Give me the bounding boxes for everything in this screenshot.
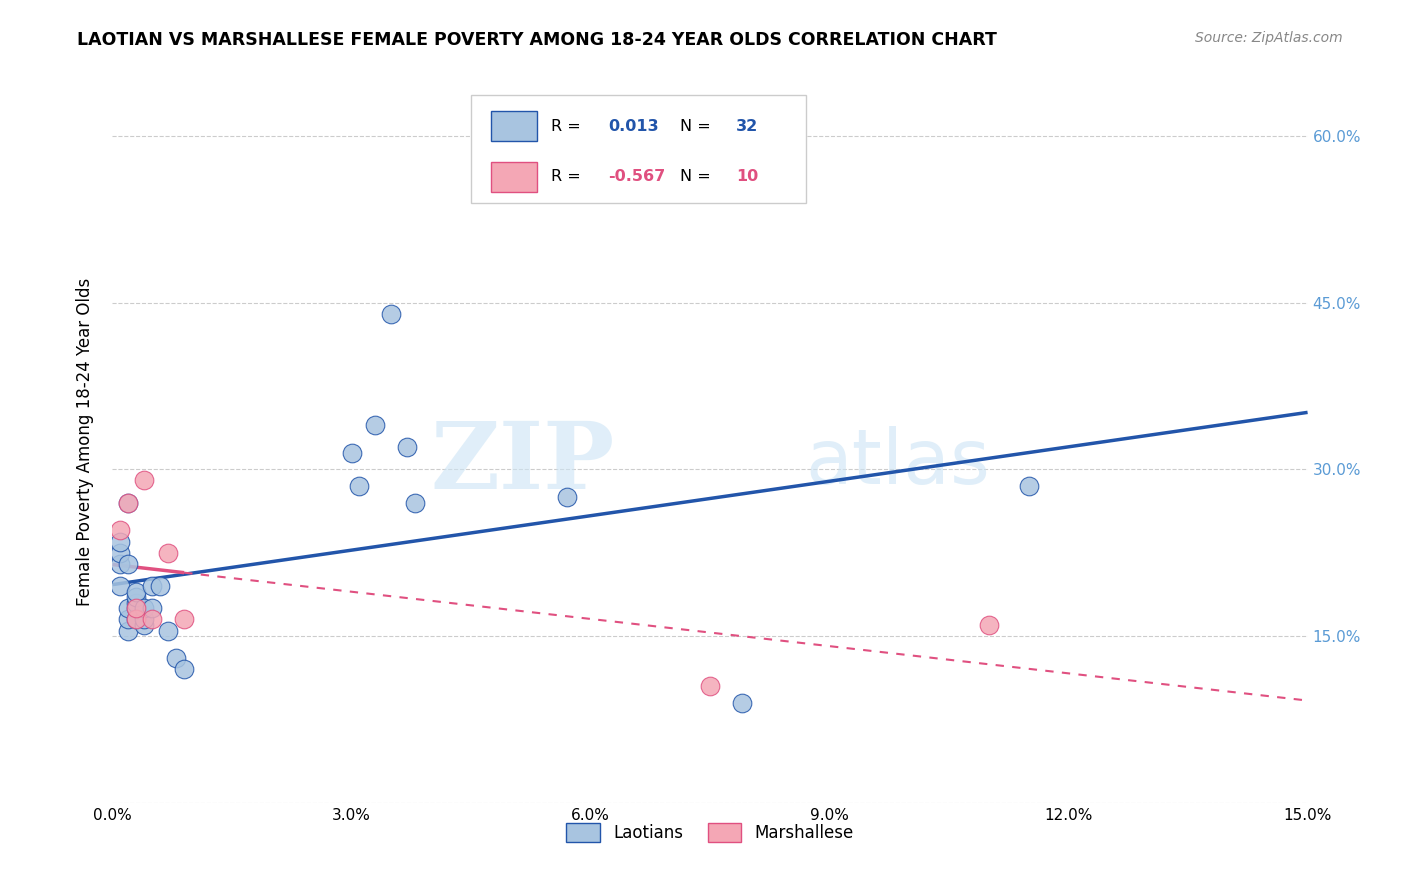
Point: [110, 534, 132, 549]
Text: 32: 32: [737, 119, 759, 134]
FancyBboxPatch shape: [491, 161, 537, 192]
Text: N =: N =: [681, 119, 716, 134]
Text: atlas: atlas: [806, 426, 990, 500]
Point: [141, 601, 163, 615]
Y-axis label: Female Poverty Among 18-24 Year Olds: Female Poverty Among 18-24 Year Olds: [76, 277, 94, 606]
FancyBboxPatch shape: [471, 95, 806, 203]
Point: [110, 546, 132, 560]
Point: [555, 490, 578, 504]
Legend: Laotians, Marshallese: Laotians, Marshallese: [560, 816, 860, 848]
Text: R =: R =: [551, 169, 586, 185]
Point: [125, 596, 148, 610]
Point: [110, 557, 132, 571]
Text: ZIP: ZIP: [430, 418, 614, 508]
Point: [157, 624, 180, 638]
Point: [134, 474, 156, 488]
Point: [396, 440, 419, 454]
Point: [977, 618, 1000, 632]
Point: [125, 590, 148, 604]
Point: [125, 601, 148, 615]
Point: [349, 479, 371, 493]
Point: [134, 612, 156, 626]
Point: [380, 307, 402, 321]
Point: [117, 624, 139, 638]
Point: [149, 579, 172, 593]
Point: [404, 496, 426, 510]
Point: [157, 546, 180, 560]
Point: [117, 557, 139, 571]
Point: [141, 612, 163, 626]
Point: [125, 612, 148, 626]
FancyBboxPatch shape: [491, 111, 537, 141]
Point: [125, 601, 148, 615]
Point: [117, 496, 139, 510]
Point: [699, 679, 721, 693]
Point: [731, 696, 754, 710]
Point: [173, 612, 195, 626]
Point: [134, 601, 156, 615]
Point: [134, 618, 156, 632]
Point: [117, 601, 139, 615]
Point: [125, 612, 148, 626]
Text: Source: ZipAtlas.com: Source: ZipAtlas.com: [1195, 31, 1343, 45]
Text: -0.567: -0.567: [609, 169, 665, 185]
Text: R =: R =: [551, 119, 586, 134]
Point: [173, 662, 195, 676]
Point: [141, 579, 163, 593]
Text: 10: 10: [737, 169, 759, 185]
Point: [364, 417, 387, 432]
Text: LAOTIAN VS MARSHALLESE FEMALE POVERTY AMONG 18-24 YEAR OLDS CORRELATION CHART: LAOTIAN VS MARSHALLESE FEMALE POVERTY AM…: [77, 31, 997, 49]
Text: 0.013: 0.013: [609, 119, 659, 134]
Point: [1018, 479, 1040, 493]
Point: [117, 496, 139, 510]
Point: [117, 612, 139, 626]
Point: [110, 579, 132, 593]
Point: [125, 584, 148, 599]
Point: [110, 524, 132, 538]
Point: [340, 445, 363, 459]
Text: N =: N =: [681, 169, 716, 185]
Point: [165, 651, 187, 665]
